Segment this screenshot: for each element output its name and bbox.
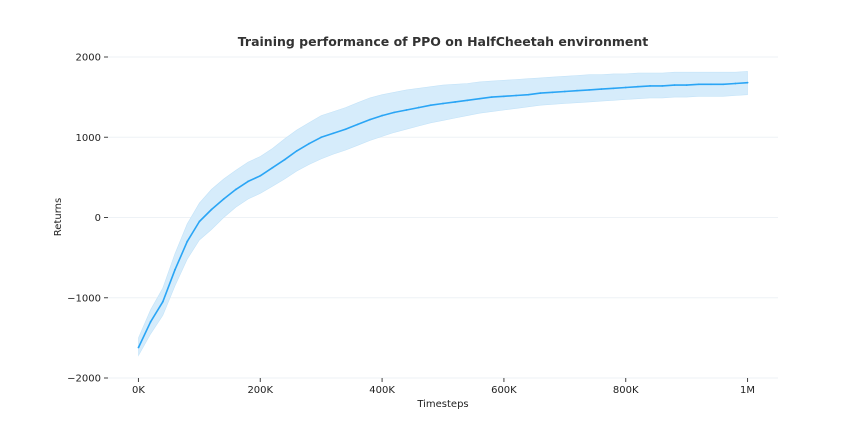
data-point <box>503 95 505 98</box>
data-point <box>137 346 140 349</box>
x-axis-label: Timesteps <box>416 399 468 410</box>
data-point <box>466 99 469 102</box>
data-point <box>673 84 676 86</box>
data-point <box>356 123 359 126</box>
data-point <box>393 111 396 114</box>
x-tick-label: 1M <box>740 385 755 396</box>
data-point <box>722 83 725 86</box>
data-point <box>527 93 530 96</box>
data-point <box>344 128 347 131</box>
data-point <box>551 91 554 94</box>
data-point <box>563 90 566 93</box>
y-tick-label: 0 <box>95 213 101 224</box>
data-point <box>210 208 213 211</box>
data-point <box>320 136 323 139</box>
y-tick-label: −1000 <box>67 293 101 304</box>
data-point <box>174 268 176 271</box>
data-point <box>588 89 591 91</box>
x-tick-label: 200K <box>247 385 273 396</box>
x-tick-label: 400K <box>369 385 395 396</box>
series-line-layer <box>137 81 749 349</box>
data-point <box>417 106 420 109</box>
data-point <box>515 94 517 97</box>
data-point <box>612 87 615 90</box>
data-point <box>161 300 164 303</box>
y-tick-label: 1000 <box>76 133 101 144</box>
data-point <box>186 240 189 243</box>
data-point <box>697 83 700 86</box>
confidence-band-layer <box>138 71 748 357</box>
data-point <box>222 198 225 200</box>
series-line <box>137 81 748 348</box>
data-point <box>685 84 688 86</box>
data-point <box>235 188 237 191</box>
data-point <box>442 102 444 105</box>
data-point <box>478 97 481 100</box>
data-point <box>429 104 432 107</box>
data-point <box>247 180 249 183</box>
data-point <box>637 85 639 88</box>
data-point <box>649 84 651 87</box>
x-tick-label: 0K <box>132 385 145 396</box>
x-tick-label: 800K <box>613 385 639 396</box>
data-point <box>576 89 578 92</box>
data-point <box>369 118 371 121</box>
data-point <box>405 109 408 111</box>
data-point <box>308 142 310 145</box>
y-axis-ticks: 2000 1000 0 −1000 −2000 <box>67 53 108 385</box>
data-point <box>259 174 262 177</box>
y-tick-label: −2000 <box>67 374 101 385</box>
y-axis-label: Returns <box>53 198 64 236</box>
data-point <box>490 96 493 99</box>
data-point <box>149 320 152 323</box>
data-point <box>624 86 627 89</box>
data-point <box>381 114 383 117</box>
chart-title: Training performance of PPO on HalfCheet… <box>238 34 648 49</box>
data-point <box>661 84 664 87</box>
data-point <box>746 81 749 84</box>
y-tick-label: 2000 <box>76 53 101 64</box>
data-point <box>283 158 286 161</box>
data-point <box>295 149 298 152</box>
confidence-band <box>138 71 748 357</box>
data-point <box>710 83 712 86</box>
x-axis-ticks: 0K 200K 400K 600K 800K 1M <box>132 378 755 396</box>
data-point <box>332 132 335 135</box>
data-point <box>539 92 542 95</box>
data-point <box>600 88 603 90</box>
data-point <box>734 82 737 85</box>
data-point <box>198 220 201 223</box>
data-point <box>454 101 457 103</box>
data-point <box>271 166 274 169</box>
x-tick-label: 600K <box>491 385 517 396</box>
